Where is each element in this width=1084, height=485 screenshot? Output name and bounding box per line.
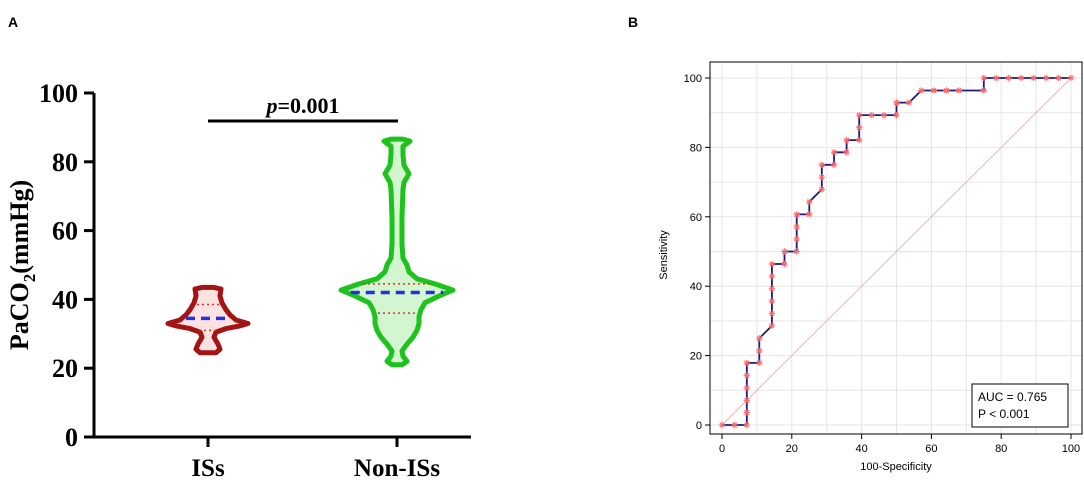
b-roc-point: [793, 223, 800, 231]
b-roc-point: [781, 248, 788, 255]
b-roc-point: [955, 87, 963, 94]
b-plot-frame: [709, 61, 1083, 435]
b-roc-markers: [718, 74, 1075, 429]
b-roc-point: [893, 111, 900, 119]
panel-b-roc-chart: 0 20 40 60 80 100 0 20 40 60 80 100 100-Specificity…: [658, 61, 1083, 473]
b-roc-point: [1017, 74, 1025, 82]
b-roc-point: [718, 421, 726, 429]
b-x-tick-label: 60: [925, 443, 937, 455]
b-roc-point: [743, 384, 750, 392]
b-roc-point: [743, 409, 750, 416]
b-roc-point: [793, 235, 800, 243]
a-y-tick-label: 20: [52, 354, 78, 383]
b-x-axis-label: 100-Specificity: [860, 461, 932, 473]
b-roc-point: [793, 248, 800, 255]
a-y-tick-label: 0: [65, 423, 78, 452]
b-roc-point: [768, 297, 776, 305]
b-legend-auc: AUC = 0.765: [978, 390, 1047, 404]
b-roc-point: [993, 74, 1000, 82]
b-y-tick-label: 80: [690, 142, 702, 154]
b-roc-point: [806, 211, 813, 218]
b-roc-point: [843, 149, 850, 156]
b-roc-point: [930, 87, 938, 94]
b-x-tick-label: 100: [1062, 443, 1080, 455]
b-roc-point: [1067, 74, 1075, 82]
b-roc-point: [781, 260, 788, 268]
b-roc-point: [855, 111, 863, 119]
b-roc-point: [843, 136, 850, 144]
a-y-ticks: 0 20 40 60 80 100: [39, 79, 94, 452]
a-y-tick-label: 100: [39, 79, 78, 108]
b-roc-point: [943, 87, 950, 94]
b-roc-point: [818, 161, 826, 168]
b-roc-point: [918, 87, 925, 94]
a-violins: [165, 136, 456, 368]
b-roc-point: [855, 124, 863, 131]
b-roc-point: [893, 99, 900, 106]
a-y-tick-label: 40: [52, 285, 78, 314]
a-category-label: ISs: [191, 455, 225, 482]
b-ticks: 0 20 40 60 80 100 0 20 40 60 80 100: [684, 73, 1081, 455]
b-roc-point: [768, 285, 776, 292]
b-roc-point: [756, 359, 763, 367]
b-roc-point: [743, 372, 750, 379]
b-y-axis-label: Sensitivity: [658, 230, 670, 280]
panel-a-violin-chart: 0 20 40 60 80 100 ISs Non-ISs PaCO2(mmHg) p=0.…: [5, 79, 471, 482]
b-x-tick-label: 40: [855, 443, 867, 455]
b-legend-box: [971, 383, 1069, 428]
b-roc-point: [756, 335, 763, 342]
b-gridlines: [710, 62, 1082, 434]
b-roc-point: [743, 397, 750, 404]
a-p-value-label: p=0.001: [264, 93, 339, 118]
a-y-tick-label: 80: [52, 148, 78, 177]
b-x-tick-label: 80: [995, 443, 1007, 455]
panel-a-letter: A: [8, 14, 18, 30]
b-roc-point: [806, 198, 813, 206]
b-roc-point: [818, 174, 826, 181]
b-roc-point: [980, 74, 987, 82]
b-roc-point: [905, 99, 913, 106]
b-roc-point: [768, 260, 776, 268]
a-y-axis-label: PaCO2(mmHg): [5, 180, 39, 350]
b-roc-point: [818, 186, 826, 193]
b-y-tick-label: 0: [696, 420, 702, 432]
b-roc-point: [731, 421, 738, 429]
b-roc-point: [793, 211, 800, 218]
b-x-tick-label: 0: [719, 443, 725, 455]
b-roc-point: [743, 421, 750, 429]
b-roc-point: [1030, 74, 1037, 82]
a-y-tick-label: 60: [52, 217, 78, 246]
b-y-tick-label: 40: [690, 281, 702, 293]
b-roc-point: [830, 161, 838, 168]
b-roc-point: [980, 87, 987, 94]
b-roc-point: [1043, 74, 1050, 82]
b-roc-point: [743, 359, 750, 367]
b-roc-point: [868, 111, 875, 119]
b-roc-point: [768, 322, 776, 329]
b-roc-point: [768, 272, 776, 280]
b-roc-point: [830, 149, 838, 156]
panel-b-letter: B: [628, 14, 638, 30]
b-y-tick-label: 20: [690, 351, 702, 363]
a-category-labels: ISs Non-ISs: [191, 437, 440, 482]
b-roc-point: [1005, 74, 1012, 82]
b-roc-point: [880, 111, 888, 119]
b-roc-point: [1055, 74, 1062, 82]
b-roc-point: [756, 347, 763, 354]
a-category-label: Non-ISs: [354, 455, 440, 482]
a-violin-non-iss: [338, 136, 456, 368]
b-y-tick-label: 100: [684, 73, 702, 85]
b-legend-p: P < 0.001: [978, 407, 1030, 421]
b-roc-point: [855, 136, 863, 144]
b-x-tick-label: 20: [786, 443, 798, 455]
b-y-tick-label: 60: [690, 212, 702, 224]
b-roc-point: [768, 310, 776, 317]
b-reference-diagonal: [721, 77, 1072, 426]
